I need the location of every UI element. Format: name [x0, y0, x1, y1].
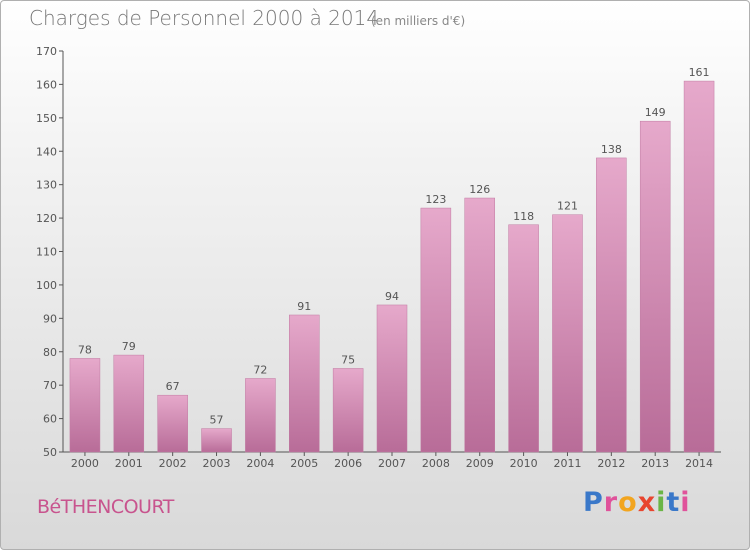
logo-letter: P: [583, 487, 604, 518]
bar-value-label: 67: [166, 380, 180, 393]
bar: [376, 304, 408, 453]
bar-value-label: 126: [469, 183, 490, 196]
bar: [113, 354, 145, 453]
bars: 78 79 67 57 72 91 75 94 123 126 118 121 138 149 161: [69, 66, 715, 453]
bar: [683, 80, 715, 453]
logo-letter: r: [603, 487, 619, 518]
y-tick-label: 100: [36, 279, 57, 292]
bar-value-label: 94: [385, 290, 399, 303]
bar-value-label: 91: [297, 300, 311, 313]
bar: [420, 207, 452, 453]
bar: [157, 394, 188, 453]
bar-value-label: 79: [122, 340, 136, 353]
chart-title: Charges de Personnel 2000 à 2014: [29, 6, 380, 30]
x-tick-label: 2004: [246, 457, 274, 470]
bar-value-label: 75: [341, 353, 355, 366]
bar-value-label: 57: [210, 414, 224, 427]
bar: [245, 378, 276, 453]
y-tick-label: 90: [43, 312, 57, 325]
bar: [464, 197, 495, 453]
y-tick-label: 170: [36, 45, 57, 58]
x-tick-label: 2007: [378, 457, 406, 470]
y-tick-label: 80: [43, 346, 57, 359]
y-tick-label: 70: [43, 379, 57, 392]
logo-letter: x: [637, 487, 657, 518]
logo-letter: t: [666, 487, 681, 518]
bar-value-label: 149: [645, 106, 666, 119]
bar: [332, 368, 364, 453]
x-tick-label: 2014: [685, 457, 713, 470]
y-tick-label: 120: [36, 212, 57, 225]
x-tick-label: 2009: [466, 457, 494, 470]
x-tick-label: 2006: [334, 457, 362, 470]
x-tick-label: 2008: [422, 457, 450, 470]
x-tick-label: 2010: [510, 457, 538, 470]
x-axis: 2000 2001 2002 2003 2004 2005 2006 2007 2008 2009…: [63, 451, 721, 470]
chart-subtitle: (en milliers d'€): [371, 14, 466, 28]
x-tick-label: 2011: [553, 457, 581, 470]
y-axis: 50 60 70 80 90 100 110 120 130 140 150 160 170: [36, 45, 64, 459]
bar-value-label: 121: [557, 200, 578, 213]
bar-value-label: 138: [601, 143, 622, 156]
y-tick-label: 110: [36, 246, 57, 259]
y-tick-label: 130: [36, 179, 57, 192]
y-tick-label: 140: [36, 145, 57, 158]
x-tick-label: 2003: [203, 457, 231, 470]
proxiti-logo: Proxiti: [583, 487, 691, 518]
x-tick-label: 2005: [290, 457, 318, 470]
logo-letter: i: [656, 487, 667, 518]
bar: [639, 120, 671, 453]
y-tick-label: 60: [43, 413, 57, 426]
x-tick-label: 2013: [641, 457, 669, 470]
x-tick-label: 2000: [71, 457, 99, 470]
y-tick-label: 160: [36, 78, 57, 91]
bar: [552, 214, 583, 453]
bar-value-label: 118: [513, 210, 534, 223]
bar: [201, 428, 232, 453]
logo-letter: i: [680, 487, 691, 518]
bar-value-label: 78: [78, 343, 92, 356]
y-tick-label: 150: [36, 112, 57, 125]
logo-letter: o: [618, 487, 638, 518]
bar: [596, 157, 627, 453]
bar: [69, 358, 101, 453]
x-tick-label: 2001: [115, 457, 143, 470]
y-tick-label: 50: [43, 446, 57, 459]
x-tick-label: 2012: [597, 457, 625, 470]
commune-name: BéTHENCOURT: [37, 496, 174, 518]
bar: [508, 224, 539, 453]
bar-value-label: 161: [689, 66, 710, 79]
bar-value-label: 72: [253, 363, 267, 376]
x-tick-label: 2002: [159, 457, 187, 470]
bar: [289, 314, 320, 453]
bar-value-label: 123: [425, 193, 446, 206]
